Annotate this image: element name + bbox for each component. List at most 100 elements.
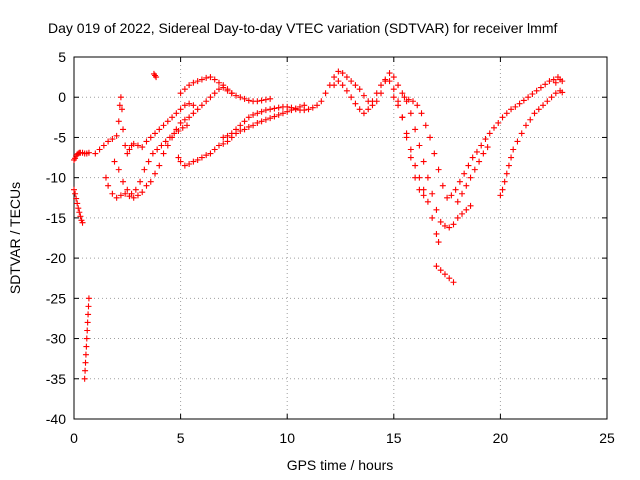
data-point xyxy=(399,90,406,97)
data-point xyxy=(100,142,107,149)
data-point xyxy=(220,134,227,141)
data-point xyxy=(250,111,257,118)
data-point xyxy=(365,106,372,113)
data-point xyxy=(82,367,89,374)
data-point xyxy=(267,106,274,113)
data-point xyxy=(237,94,244,101)
series-arc-1 xyxy=(71,149,92,163)
data-point xyxy=(173,110,180,117)
data-point xyxy=(352,82,359,89)
data-point xyxy=(435,239,442,246)
data-point xyxy=(203,74,210,81)
data-point xyxy=(207,150,214,157)
data-point xyxy=(529,91,536,98)
y-tick-label: -10 xyxy=(46,170,66,186)
data-point xyxy=(241,126,248,133)
data-point xyxy=(120,126,127,133)
data-point xyxy=(122,190,129,197)
y-tick-label: -40 xyxy=(46,411,66,427)
data-point xyxy=(450,279,457,286)
data-point xyxy=(416,174,423,181)
data-point xyxy=(491,124,498,131)
data-point xyxy=(339,82,346,89)
data-point xyxy=(175,128,182,135)
data-point xyxy=(73,195,80,202)
series-arc-15 xyxy=(433,263,457,286)
data-point xyxy=(215,142,222,149)
data-point xyxy=(190,102,197,109)
data-point xyxy=(279,110,286,117)
data-point xyxy=(262,116,269,123)
data-point xyxy=(339,70,346,77)
series-arc-3 xyxy=(81,295,92,382)
data-point xyxy=(130,194,137,201)
data-point xyxy=(128,190,135,197)
data-point xyxy=(130,140,137,147)
data-point xyxy=(72,190,79,197)
data-point xyxy=(441,271,448,278)
data-point xyxy=(158,142,165,149)
data-point xyxy=(258,97,265,104)
data-point xyxy=(169,114,176,121)
data-point xyxy=(497,192,504,199)
data-point xyxy=(215,86,222,93)
data-point xyxy=(275,104,282,111)
data-point xyxy=(224,87,231,94)
data-point xyxy=(117,192,124,199)
data-point xyxy=(215,79,222,86)
series-arc-6 xyxy=(150,70,160,81)
data-point xyxy=(454,198,461,205)
data-point xyxy=(83,335,90,342)
data-point xyxy=(548,94,555,101)
data-point xyxy=(153,74,160,81)
data-point xyxy=(258,118,265,125)
data-point xyxy=(211,146,218,153)
data-point xyxy=(335,68,342,75)
data-point xyxy=(164,142,171,149)
data-point xyxy=(194,78,201,85)
data-point xyxy=(250,122,257,129)
data-point xyxy=(211,90,218,97)
chart-title: Day 019 of 2022, Sidereal Day-to-day VTE… xyxy=(48,20,557,36)
data-point xyxy=(111,158,118,165)
data-point xyxy=(166,134,173,141)
data-point xyxy=(258,108,265,115)
data-point xyxy=(420,158,427,165)
data-point xyxy=(433,230,440,237)
data-point xyxy=(271,105,278,112)
data-point xyxy=(418,110,425,117)
data-point xyxy=(207,74,214,81)
data-point xyxy=(245,114,252,121)
data-point xyxy=(143,182,150,189)
data-point xyxy=(77,213,84,220)
data-point xyxy=(85,295,92,302)
data-point xyxy=(512,103,519,110)
y-tick-label: -20 xyxy=(46,250,66,266)
data-point xyxy=(431,150,438,157)
data-point xyxy=(395,82,402,89)
data-point xyxy=(544,98,551,105)
data-point xyxy=(435,166,442,173)
data-point xyxy=(241,118,248,125)
data-point xyxy=(177,119,184,126)
data-point xyxy=(499,114,506,121)
data-point xyxy=(516,100,523,107)
data-point xyxy=(476,158,483,165)
data-point xyxy=(429,214,436,221)
data-point xyxy=(207,94,214,101)
data-point xyxy=(237,128,244,135)
data-point xyxy=(190,158,197,165)
data-point xyxy=(459,210,466,217)
data-point xyxy=(152,170,159,177)
data-point xyxy=(429,190,436,197)
data-point xyxy=(382,76,389,83)
data-point xyxy=(505,162,512,169)
data-point xyxy=(116,102,123,109)
data-point xyxy=(71,186,77,193)
series-arc-2 xyxy=(71,186,86,226)
data-point xyxy=(360,110,367,117)
data-point xyxy=(520,97,527,104)
data-point xyxy=(552,90,559,97)
data-point xyxy=(463,182,470,189)
data-point xyxy=(422,122,429,129)
